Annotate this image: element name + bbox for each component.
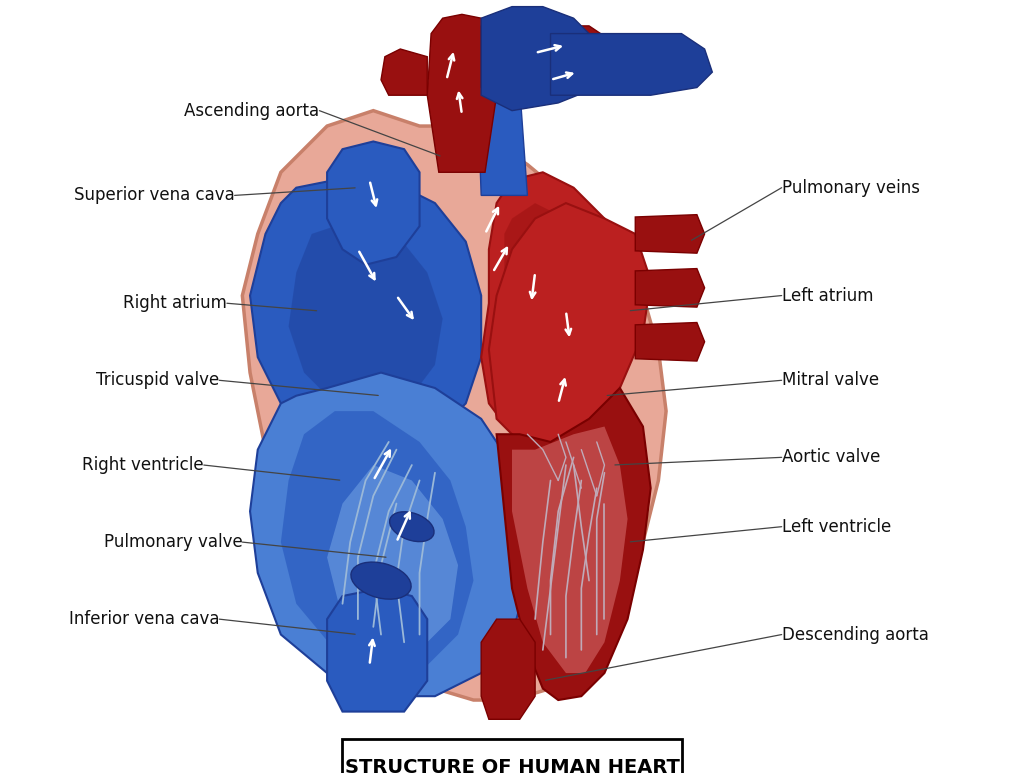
Polygon shape — [243, 111, 666, 700]
Text: Aortic valve: Aortic valve — [781, 448, 880, 466]
Ellipse shape — [351, 562, 411, 599]
Polygon shape — [427, 14, 497, 173]
Polygon shape — [635, 323, 705, 361]
Polygon shape — [289, 219, 442, 411]
Polygon shape — [512, 426, 628, 673]
Text: Left ventricle: Left ventricle — [781, 518, 891, 536]
Polygon shape — [488, 203, 650, 450]
Text: Right atrium: Right atrium — [123, 294, 227, 312]
Polygon shape — [481, 619, 536, 719]
Polygon shape — [327, 141, 420, 265]
Text: Left atrium: Left atrium — [781, 287, 873, 305]
Polygon shape — [281, 411, 473, 673]
Text: Mitral valve: Mitral valve — [781, 371, 879, 389]
Polygon shape — [497, 388, 650, 700]
Text: Ascending aorta: Ascending aorta — [184, 102, 319, 119]
Polygon shape — [477, 87, 527, 195]
Text: Right ventricle: Right ventricle — [82, 456, 204, 474]
Polygon shape — [342, 739, 682, 781]
Text: Pulmonary valve: Pulmonary valve — [103, 533, 243, 551]
Polygon shape — [635, 269, 705, 307]
Polygon shape — [635, 215, 705, 253]
Polygon shape — [381, 49, 427, 95]
Text: Tricuspid valve: Tricuspid valve — [96, 371, 219, 389]
Polygon shape — [250, 373, 527, 696]
Polygon shape — [327, 465, 458, 650]
Polygon shape — [327, 588, 427, 711]
Polygon shape — [551, 34, 713, 95]
Text: STRUCTURE OF HUMAN HEART: STRUCTURE OF HUMAN HEART — [344, 758, 680, 777]
Polygon shape — [481, 6, 604, 111]
Text: Descending aorta: Descending aorta — [781, 626, 929, 644]
Text: Pulmonary veins: Pulmonary veins — [781, 179, 920, 197]
Polygon shape — [497, 203, 597, 396]
Polygon shape — [481, 26, 620, 87]
Polygon shape — [250, 180, 481, 450]
Ellipse shape — [390, 512, 434, 541]
Polygon shape — [481, 173, 635, 434]
Text: Superior vena cava: Superior vena cava — [74, 187, 234, 205]
Text: Inferior vena cava: Inferior vena cava — [69, 610, 219, 628]
